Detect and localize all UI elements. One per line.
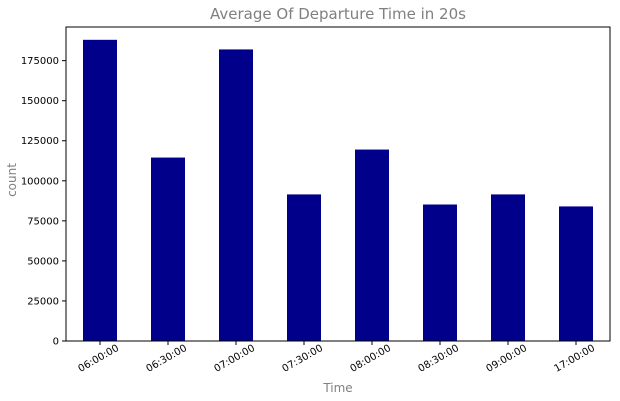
x-axis-label: Time — [322, 381, 352, 395]
y-axis-label: count — [5, 163, 19, 197]
x-tick-label: 08:30:00 — [417, 343, 461, 375]
x-tick-label: 09:00:00 — [485, 343, 529, 375]
bar-06-00-00 — [83, 39, 117, 342]
y-tick-label: 125000 — [21, 136, 59, 147]
y-axis: 0 25000 50000 75000 100000 125000 150000 175000 — [21, 56, 66, 348]
y-tick-label: 50000 — [27, 256, 59, 267]
x-tick-label: 06:30:00 — [145, 343, 189, 375]
x-tick-label: 08:00:00 — [349, 343, 393, 375]
bar-17-00-00 — [559, 206, 593, 341]
bar-08-30-00 — [423, 204, 457, 341]
chart-title: Average Of Departure Time in 20s — [210, 5, 466, 23]
x-axis: 06:00:00 06:30:00 07:00:00 07:30:00 08:00:00… — [77, 341, 597, 375]
x-tick-label: 07:00:00 — [213, 343, 257, 375]
y-tick-label: 25000 — [27, 296, 59, 307]
bar-08-00-00 — [355, 149, 389, 341]
y-tick-label: 0 — [53, 337, 59, 348]
y-tick-label: 75000 — [27, 216, 59, 227]
y-tick-label: 175000 — [21, 56, 59, 67]
bar-09-00-00 — [491, 194, 525, 341]
y-tick-label: 150000 — [21, 96, 59, 107]
x-tick-label: 17:00:00 — [553, 343, 597, 375]
bar-07-30-00 — [287, 194, 321, 341]
x-tick-label: 07:30:00 — [281, 343, 325, 375]
bars-group — [83, 39, 593, 342]
bar-06-30-00 — [151, 157, 185, 341]
bar-07-00-00 — [219, 49, 253, 342]
y-tick-label: 100000 — [21, 176, 59, 187]
plot-frame — [65, 26, 611, 342]
x-tick-label: 06:00:00 — [77, 343, 121, 375]
